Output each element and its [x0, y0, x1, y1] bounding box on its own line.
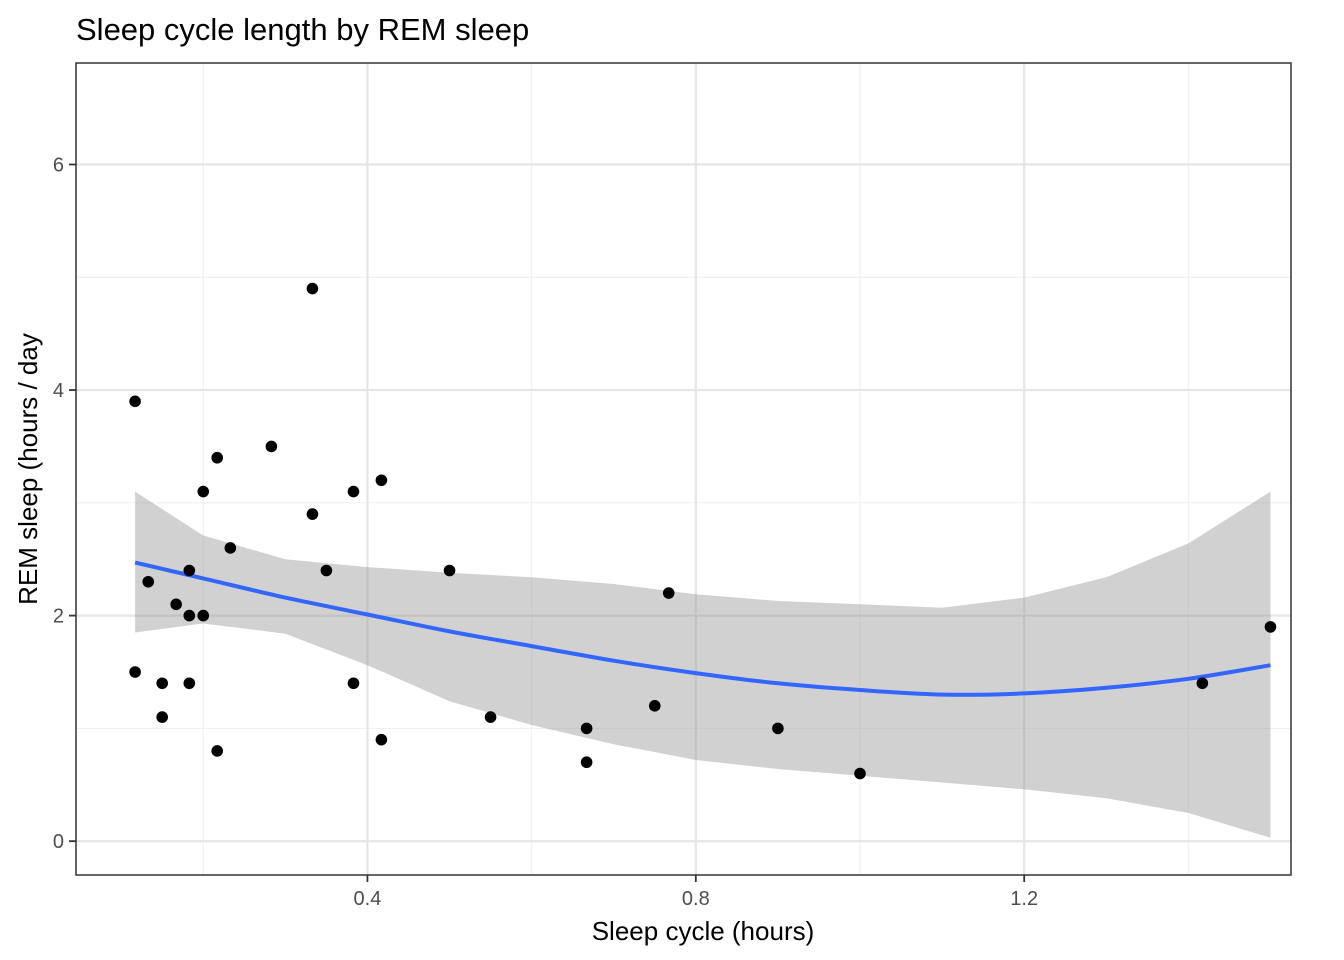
trend-line [134, 560, 1271, 697]
data-point [306, 282, 319, 295]
y-tick-label: 6 [53, 155, 64, 177]
data-point [1264, 621, 1277, 633]
y-axis: 0 2 4 6 [53, 155, 76, 853]
data-point [580, 722, 593, 735]
x-tick-label: 1.2 [1010, 888, 1038, 910]
panel-background [76, 63, 1291, 875]
data-point [306, 508, 319, 520]
data-point [183, 609, 196, 622]
major-gridlines [76, 63, 1291, 875]
data-point [662, 587, 675, 599]
data-point [580, 756, 593, 769]
data-point [443, 564, 456, 577]
data-point [1196, 677, 1209, 690]
x-axis: 0.4 0.8 1.2 [354, 875, 1038, 910]
minor-gridlines [76, 63, 1291, 875]
data-point [197, 485, 210, 498]
data-point [347, 485, 360, 498]
data-point [648, 700, 661, 712]
data-point [375, 733, 388, 746]
data-point [129, 395, 141, 408]
data-point [484, 711, 497, 723]
data-point [156, 711, 168, 723]
y-tick-label: 0 [53, 831, 64, 853]
data-points-layer [129, 282, 1277, 780]
data-point [347, 677, 360, 690]
data-point [320, 564, 333, 577]
data-point [772, 722, 784, 735]
confidence-band-layer [135, 491, 1271, 838]
data-point [854, 767, 866, 780]
data-point [170, 598, 182, 611]
y-tick-label: 2 [53, 606, 64, 628]
trend-line-layer [134, 560, 1271, 697]
data-point [265, 440, 278, 453]
data-point [211, 451, 224, 464]
data-point [224, 542, 237, 554]
chart-title: Sleep cycle length by REM sleep [76, 12, 529, 47]
data-point [375, 474, 388, 487]
x-axis-title: Sleep cycle (hours) [592, 916, 815, 946]
data-point [156, 677, 168, 690]
data-point [183, 677, 196, 690]
data-point [142, 575, 155, 588]
data-point [211, 745, 224, 757]
data-point [183, 564, 196, 577]
data-point [197, 609, 210, 622]
plot-panel [75, 62, 1292, 876]
data-point [129, 666, 141, 678]
confidence-band [135, 491, 1271, 838]
panel-border [75, 62, 1292, 876]
x-tick-label: 0.8 [682, 888, 710, 910]
x-tick-label: 0.4 [354, 888, 382, 910]
y-tick-label: 4 [53, 380, 64, 402]
y-axis-title: REM sleep (hours / day [13, 333, 43, 605]
